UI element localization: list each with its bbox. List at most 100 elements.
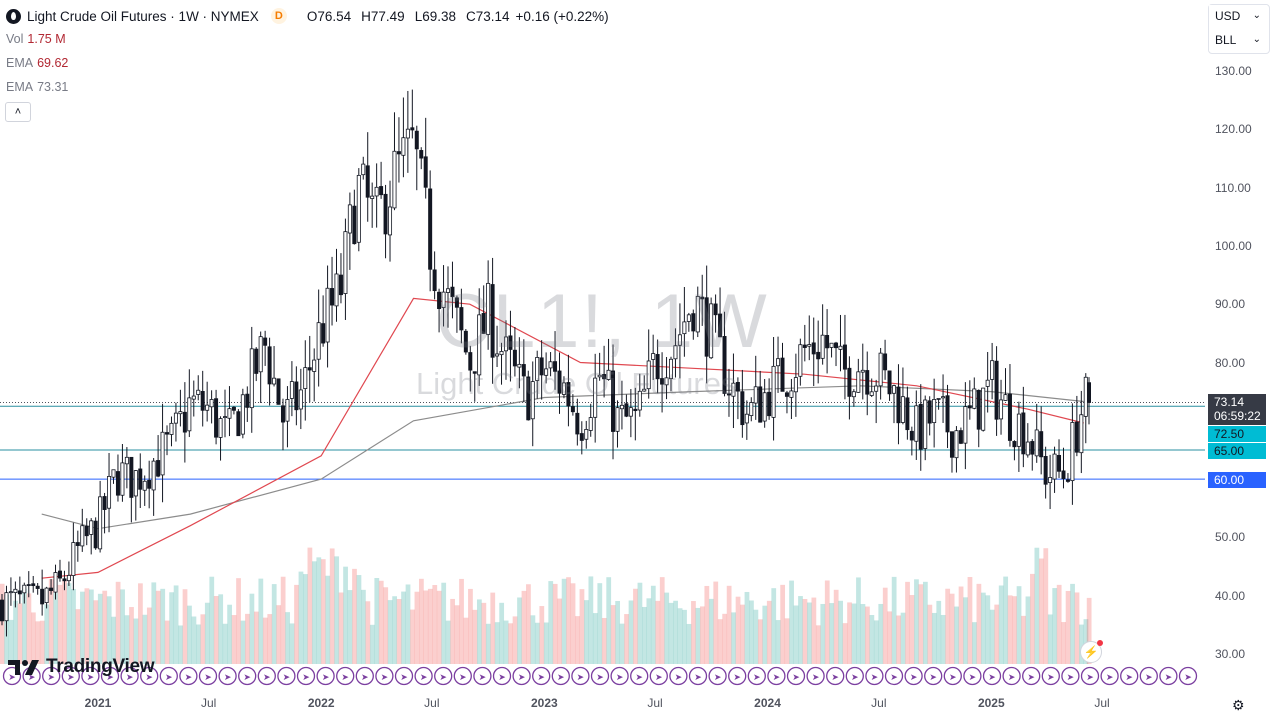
candle-body <box>477 314 482 376</box>
event-marker-icon <box>1002 666 1021 686</box>
symbol-header[interactable]: Light Crude Oil Futures · 1W · NYMEX D O… <box>6 6 609 26</box>
candle-body <box>945 395 950 433</box>
volume-bar <box>989 609 995 664</box>
gear-icon[interactable]: ⚙ <box>1232 697 1245 713</box>
currency-select[interactable]: USD ⌄ <box>1209 5 1267 27</box>
tradingview-logo[interactable]: TradingView <box>8 656 155 678</box>
candle-body <box>352 205 357 245</box>
candle-body <box>941 396 946 399</box>
indicator-ema-slow[interactable]: EMA 73.31 <box>6 80 69 94</box>
volume-bar <box>927 604 933 664</box>
candle-body <box>954 430 959 459</box>
volume-bar <box>722 613 728 664</box>
candle-body <box>165 432 170 435</box>
volume-bar <box>8 619 14 664</box>
volume-bar <box>807 602 812 664</box>
candle-body <box>1079 414 1084 454</box>
event-marker-glyph: ➤ <box>969 673 977 683</box>
delayed-badge[interactable]: D <box>270 8 287 24</box>
candle-body <box>66 575 71 582</box>
volume-bar <box>976 583 982 664</box>
candle-body <box>1039 431 1044 458</box>
volume-bar <box>414 591 420 664</box>
event-marker-glyph: ➤ <box>753 673 761 683</box>
candle-body <box>280 405 285 423</box>
volume-bar <box>22 588 27 664</box>
indicator-ema-fast[interactable]: EMA 69.62 <box>6 56 69 70</box>
x-axis-tick: Jul <box>201 696 217 710</box>
event-marker-icon <box>610 666 629 686</box>
event-marker-glyph: ➤ <box>988 673 996 683</box>
event-marker-glyph: ➤ <box>302 673 310 683</box>
volume-bar <box>793 605 799 664</box>
chevron-up-icon[interactable]: ˄ <box>5 102 31 122</box>
volume-bar <box>410 609 415 664</box>
x-axis-tick: 2025 <box>977 696 1005 710</box>
volume-bar <box>914 579 919 664</box>
volume-bar <box>62 580 67 664</box>
volume-bar <box>963 597 968 664</box>
event-marker-icon <box>296 666 316 686</box>
event-marker-icon <box>238 666 257 686</box>
volume-bar <box>597 583 603 664</box>
ohlc-open: O76.54 <box>306 8 352 24</box>
candle-body <box>1065 479 1070 482</box>
event-marker-glyph: ➤ <box>1047 673 1055 683</box>
volume-bar <box>829 603 835 664</box>
event-marker-glyph: ➤ <box>871 673 879 683</box>
candle-body <box>356 174 361 243</box>
candle-body <box>205 404 210 411</box>
candle-body <box>686 314 691 322</box>
volume-bar <box>958 586 964 664</box>
candle-body <box>842 344 847 370</box>
volume-bar <box>503 620 509 664</box>
volume-bar <box>985 595 991 664</box>
candle-body <box>539 357 544 376</box>
y-axis-tick: 130.00 <box>1215 64 1252 78</box>
candle-body <box>459 307 464 331</box>
event-marker-glyph: ➤ <box>400 673 408 683</box>
indicator-volume[interactable]: Vol 1.75 M <box>6 32 66 46</box>
candle-body <box>784 392 789 397</box>
volume-bar <box>97 593 103 664</box>
volume-bar <box>169 592 175 664</box>
volume-bar <box>588 576 594 664</box>
event-marker-icon <box>1022 666 1041 686</box>
volume-bar <box>762 605 768 664</box>
volume-bar <box>1030 573 1035 664</box>
candle-body <box>677 334 682 346</box>
candle-body <box>718 313 723 338</box>
x-axis-tick: Jul <box>871 696 887 710</box>
candle-body <box>499 351 504 356</box>
volume-bar <box>249 593 255 664</box>
candle-body <box>999 399 1004 420</box>
volume-bar <box>347 590 353 664</box>
volume-bar <box>708 598 714 664</box>
candle-body <box>191 395 196 400</box>
candle-body <box>619 404 624 410</box>
candle-body <box>107 476 112 509</box>
candle-body <box>561 382 566 395</box>
volume-bar <box>887 611 893 664</box>
unit-select[interactable]: BLL ⌄ <box>1209 29 1267 51</box>
volume-bar <box>343 566 348 664</box>
candle-body <box>646 360 651 390</box>
volume-bar <box>869 615 875 664</box>
volume-bar <box>405 584 411 664</box>
candle-body <box>1003 394 1008 401</box>
candle-body <box>454 297 459 308</box>
y-axis-tick: 110.00 <box>1215 180 1251 195</box>
event-marker-icon <box>512 666 531 686</box>
candle-body <box>673 345 678 360</box>
x-axis-tick: Jul <box>424 696 440 710</box>
event-marker-glyph: ➤ <box>949 673 957 683</box>
candle-body <box>1007 393 1012 441</box>
candle-body <box>218 418 223 438</box>
candle-body <box>963 406 968 444</box>
volume-bar <box>566 577 571 664</box>
candle-body <box>441 291 446 308</box>
lightning-icon[interactable]: ⚡ <box>1080 640 1103 663</box>
candle-body <box>651 353 656 360</box>
candle-body <box>89 520 94 535</box>
